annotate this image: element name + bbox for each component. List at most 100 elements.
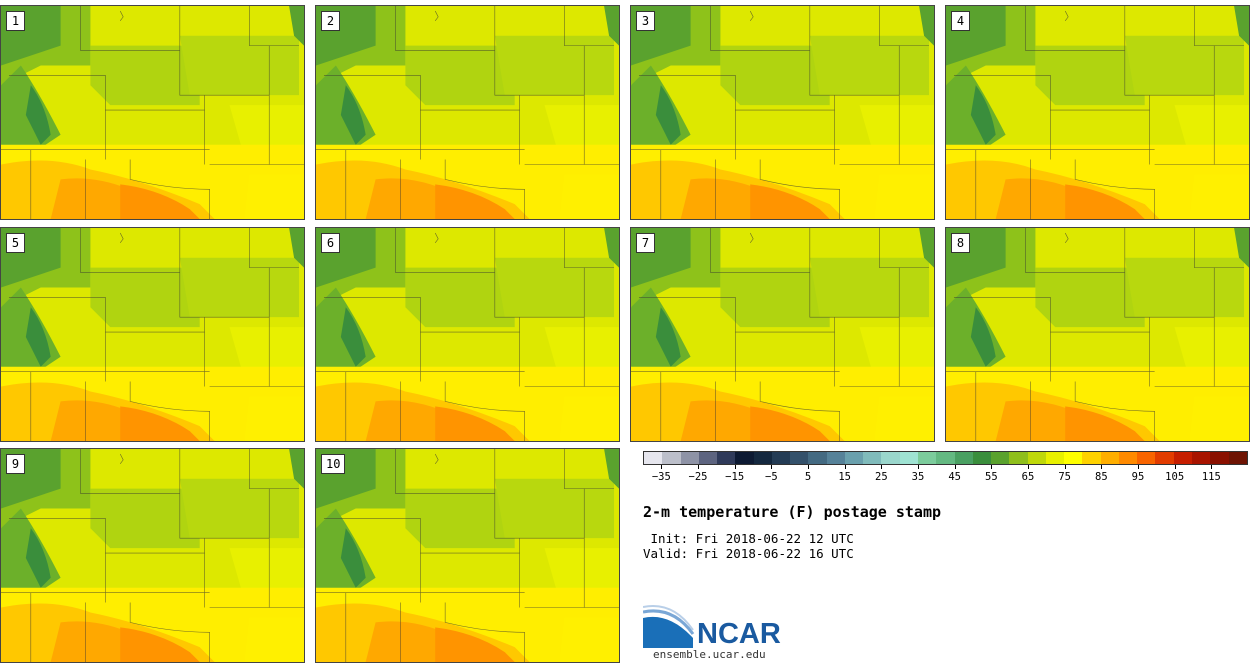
colorbar-segment	[1064, 452, 1083, 464]
colorbar-segment	[1100, 452, 1119, 464]
colorbar-tick	[1211, 465, 1213, 469]
colorbar-tick-label: 25	[875, 471, 888, 483]
stamp-number-label: 10	[321, 454, 346, 474]
colorbar-tick	[661, 465, 663, 469]
colorbar-segment	[917, 452, 937, 464]
stamp-number-label: 9	[6, 454, 25, 474]
colorbar-segment	[698, 452, 718, 464]
stamp-number-label: 7	[636, 233, 655, 253]
stamp-map-4: 4	[945, 5, 1250, 220]
colorbar-segment	[790, 452, 809, 464]
colorbar-tick	[698, 465, 699, 469]
colorbar-tick-label: 85	[1095, 471, 1108, 483]
colorbar-tick-label: 45	[948, 471, 961, 483]
stamp-number-label: 3	[636, 11, 655, 31]
colorbar-segment	[1082, 452, 1101, 464]
colorbar-tick	[771, 465, 773, 469]
temperature-map	[946, 6, 1249, 219]
colorbar-tick-label: 15	[838, 471, 851, 483]
temperature-map	[316, 6, 619, 219]
colorbar-segment	[954, 452, 973, 464]
chart-title: 2-m temperature (F) postage stamp	[643, 503, 942, 521]
ncar-logo-text: NCAR	[697, 618, 781, 650]
colorbar-segment	[808, 452, 827, 464]
temperature-map	[1, 449, 304, 662]
colorbar-segment	[644, 452, 663, 464]
colorbar-tick	[918, 465, 919, 469]
colorbar-tick	[808, 465, 809, 469]
stamp-map-3: 3	[630, 5, 935, 220]
colorbar-tick	[734, 465, 736, 469]
init-time: Init: Fri 2018-06-22 12 UTC	[643, 531, 854, 546]
colorbar-segment	[972, 452, 992, 464]
temperature-colorbar	[643, 451, 1248, 465]
colorbar-tick-label: 65	[1021, 471, 1035, 483]
colorbar-tick-label: 55	[985, 471, 998, 483]
stamp-map-9: 9	[0, 448, 305, 663]
colorbar-segment	[1155, 452, 1174, 464]
stamp-map-7: 7	[630, 227, 935, 442]
colorbar-segment	[936, 452, 955, 464]
colorbar-segment	[844, 452, 864, 464]
temperature-map	[316, 228, 619, 441]
colorbar-tick-label: −25	[688, 471, 708, 483]
colorbar-tick	[1174, 465, 1176, 469]
colorbar-tick-label: 95	[1131, 471, 1145, 483]
colorbar-segment	[863, 452, 882, 464]
colorbar-segment	[717, 452, 736, 464]
valid-time: Valid: Fri 2018-06-22 16 UTC	[643, 546, 854, 561]
stamp-number-label: 4	[951, 11, 970, 31]
colorbar-tick	[991, 465, 993, 469]
colorbar-segment	[1210, 452, 1229, 464]
colorbar-segment	[1009, 452, 1028, 464]
colorbar-tick-label: 115	[1201, 471, 1221, 483]
colorbar-tick-label: −35	[651, 471, 671, 483]
temperature-map	[946, 228, 1249, 441]
colorbar-tick-label: −15	[725, 471, 745, 483]
colorbar-segment	[1173, 452, 1192, 464]
colorbar-segment	[1027, 452, 1046, 464]
colorbar-segment	[1191, 452, 1211, 464]
stamp-number-label: 1	[6, 11, 25, 31]
temperature-map	[316, 449, 619, 662]
logo-url: ensemble.ucar.edu	[653, 648, 766, 661]
colorbar-segment	[826, 452, 845, 464]
colorbar-segment	[680, 452, 699, 464]
temperature-map	[1, 228, 304, 441]
colorbar-tick-labels: −35 −25 −15 −5 5 15 25 35 45 55 65 75 85 95 105 115	[643, 465, 1248, 485]
stamp-number-label: 6	[321, 233, 340, 253]
colorbar-tick	[1138, 465, 1139, 469]
stamp-map-8: 8	[945, 227, 1250, 442]
colorbar-tick	[844, 465, 846, 469]
colorbar-tick	[881, 465, 883, 469]
colorbar-tick	[1064, 465, 1066, 469]
colorbar-segment	[1228, 452, 1247, 464]
colorbar-segment	[1137, 452, 1156, 464]
stamp-number-label: 8	[951, 233, 970, 253]
colorbar-segment	[1118, 452, 1138, 464]
colorbar-tick-label: 105	[1165, 471, 1185, 483]
colorbar-tick-label: 35	[911, 471, 925, 483]
colorbar-segment	[991, 452, 1010, 464]
colorbar-segment	[662, 452, 681, 464]
temperature-map	[631, 6, 934, 219]
stamp-map-2: 2	[315, 5, 620, 220]
colorbar-tick-label: 75	[1058, 471, 1071, 483]
colorbar-tick	[1028, 465, 1029, 469]
colorbar-segment	[753, 452, 772, 464]
stamp-map-5: 5	[0, 227, 305, 442]
colorbar-segment	[899, 452, 918, 464]
ncar-logo-icon	[643, 605, 695, 648]
colorbar-segment	[771, 452, 791, 464]
temperature-map	[631, 228, 934, 441]
colorbar-tick-label: −5	[765, 471, 778, 483]
colorbar-tick-label: 5	[804, 471, 812, 483]
colorbar-tick	[954, 465, 956, 469]
temperature-map	[1, 6, 304, 219]
colorbar-segment	[735, 452, 754, 464]
colorbar-tick	[1101, 465, 1103, 469]
stamp-map-10: 10	[315, 448, 620, 663]
colorbar-segment	[1045, 452, 1065, 464]
stamp-number-label: 5	[6, 233, 25, 253]
stamp-map-1: 1	[0, 5, 305, 220]
